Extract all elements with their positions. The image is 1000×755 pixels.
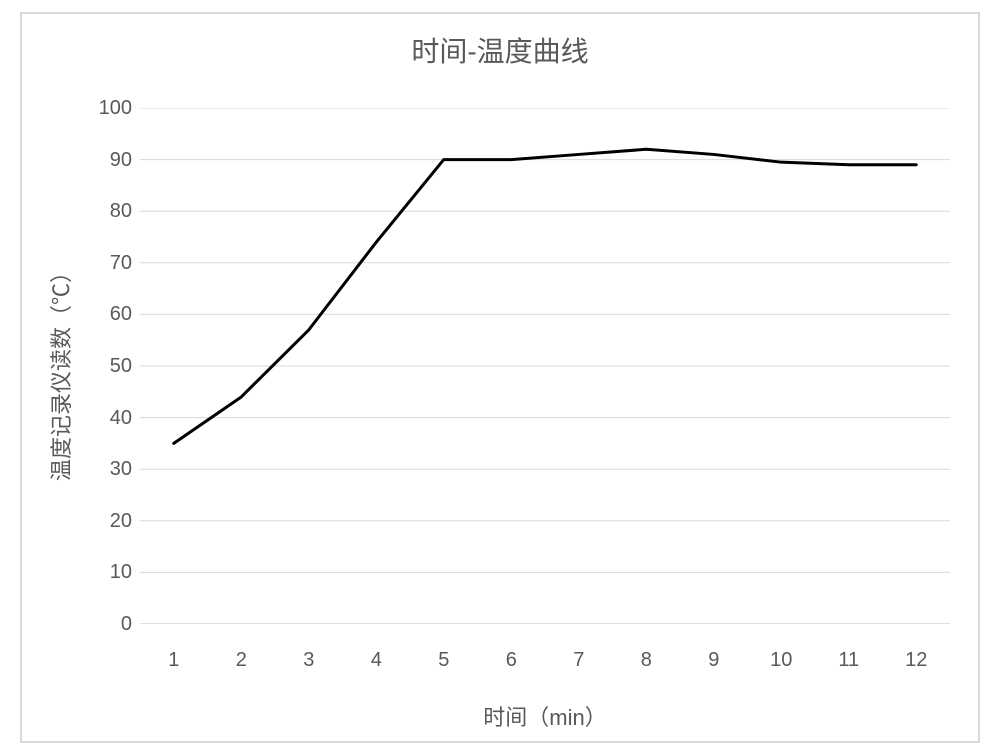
x-tick-label: 7 [554,650,604,670]
y-tick-label: 70 [82,253,132,273]
plot-area [140,108,950,624]
y-tick-label: 0 [82,614,132,634]
x-tick-label: 4 [351,650,401,670]
line-chart-svg [140,108,950,624]
y-tick-label: 40 [82,408,132,428]
x-tick-label: 8 [621,650,671,670]
y-tick-label: 10 [82,562,132,582]
y-tick-label: 90 [82,150,132,170]
chart-title: 时间-温度曲线 [20,30,980,70]
x-tick-label: 10 [756,650,806,670]
y-tick-label: 100 [82,98,132,118]
y-tick-label: 20 [82,511,132,531]
x-tick-label: 5 [419,650,469,670]
x-tick-label: 6 [486,650,536,670]
chart-figure: 时间-温度曲线 温度记录仪读数（℃） 0 10 20 30 40 50 60 70 80 90 10… [0,0,1000,755]
y-tick-label: 50 [82,356,132,376]
x-tick-label: 12 [891,650,941,670]
data-series-line [174,149,917,443]
x-tick-label: 9 [689,650,739,670]
x-tick-label: 1 [149,650,199,670]
y-axis-label: 温度记录仪读数（℃） [44,171,76,571]
x-axis-label: 时间（min） [140,700,950,732]
y-tick-label: 30 [82,459,132,479]
x-tick-label: 11 [824,650,874,670]
y-tick-label: 60 [82,304,132,324]
x-tick-label: 3 [284,650,334,670]
y-tick-label: 80 [82,201,132,221]
x-tick-label: 2 [216,650,266,670]
